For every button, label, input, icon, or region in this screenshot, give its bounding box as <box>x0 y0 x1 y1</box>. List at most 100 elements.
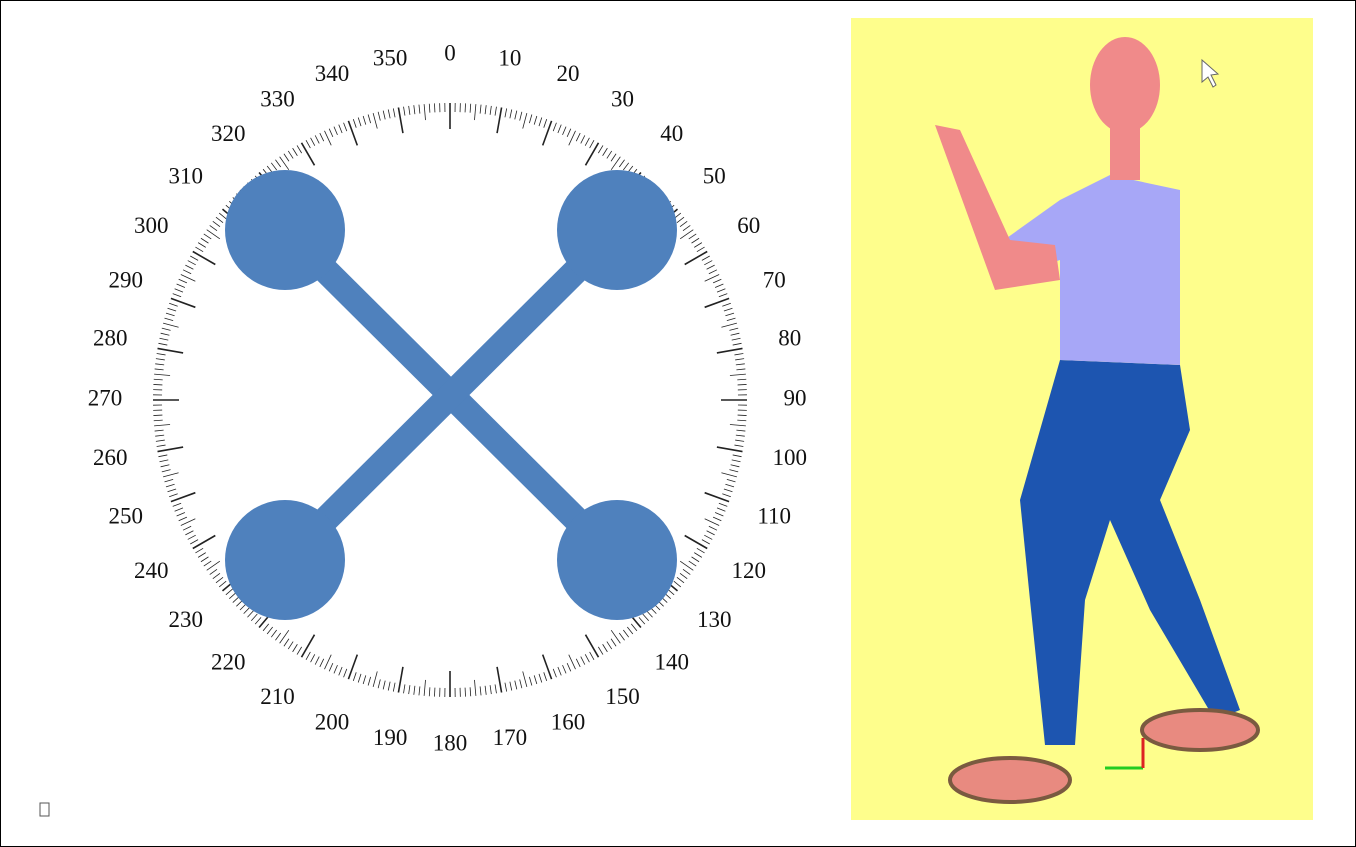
dial-tick <box>701 255 710 261</box>
dial-tick <box>362 675 367 685</box>
dial-tick <box>610 629 621 644</box>
dial-tick <box>178 278 188 284</box>
dial-tick <box>192 534 216 550</box>
dial-tick <box>157 446 184 453</box>
dial-label: 190 <box>373 725 408 750</box>
foot <box>1140 708 1260 752</box>
dial-tick <box>203 560 212 567</box>
dial-tick <box>718 293 728 298</box>
dial-tick <box>377 111 381 121</box>
dial-tick <box>200 237 209 244</box>
dial-tick <box>428 687 431 697</box>
dial-tick <box>279 629 290 644</box>
dial-tick <box>229 592 237 600</box>
dial-tick <box>167 488 177 493</box>
dial-tick <box>729 327 739 331</box>
dial-tick <box>716 507 726 512</box>
dial-tick <box>156 353 166 356</box>
dial-tick <box>367 114 372 124</box>
dial-tick <box>158 342 168 346</box>
dial-tick <box>170 491 196 503</box>
dial-tick <box>418 104 421 114</box>
dial-tick <box>557 124 562 134</box>
dial-tick <box>704 518 720 526</box>
dial-tick <box>203 233 212 240</box>
dial-label: 310 <box>168 164 203 189</box>
dial-tick <box>566 128 572 138</box>
dial-tick <box>676 576 685 584</box>
dial-tick <box>279 156 290 171</box>
dial-tick <box>684 534 708 550</box>
dial-tick <box>165 312 175 317</box>
dial-tick <box>212 220 221 227</box>
dial-label: 20 <box>556 61 579 86</box>
dial-tick <box>514 110 518 120</box>
dial-tick <box>597 145 604 154</box>
dial-label: 290 <box>109 267 144 292</box>
dial-tick <box>716 288 726 293</box>
dial-label: 270 <box>88 385 123 410</box>
dial-tick <box>679 573 688 580</box>
dial-tick <box>428 103 431 113</box>
dial-tick <box>704 260 713 266</box>
dial-tick <box>382 680 386 690</box>
dial-tick <box>197 552 206 558</box>
dial-tick <box>704 534 713 540</box>
dial-tick <box>333 126 338 136</box>
dial-tick <box>541 654 553 680</box>
dial-tick <box>215 216 224 224</box>
dial-tick <box>387 109 391 119</box>
dial-tick <box>618 632 625 641</box>
dial-tick <box>722 302 731 307</box>
dial-tick <box>155 434 165 437</box>
dial-tick <box>541 120 553 146</box>
dial-tick <box>504 108 508 118</box>
cross-bar <box>275 220 627 570</box>
dial-tick <box>630 623 638 632</box>
dial-tick <box>218 212 227 220</box>
foot <box>948 756 1072 804</box>
dial-tick <box>522 671 528 687</box>
dial-tick <box>575 132 581 142</box>
dial-tick <box>250 613 258 621</box>
dial-tick <box>170 297 196 309</box>
dial-tick <box>215 576 224 584</box>
dial-tick <box>701 539 710 545</box>
dial-tick <box>357 673 362 683</box>
dial-tick <box>568 654 576 670</box>
dial-tick <box>270 162 277 171</box>
dial-tick <box>172 502 182 507</box>
dial-tick <box>347 120 359 146</box>
dial-tick <box>504 682 508 692</box>
dial-label: 160 <box>551 709 586 734</box>
dial-tick <box>721 472 737 478</box>
dial-tick <box>212 573 221 580</box>
dial-tick <box>684 250 708 266</box>
dial-tick <box>730 332 740 336</box>
dial-tick <box>562 664 567 674</box>
dial-tick <box>185 264 194 270</box>
dial-tick <box>580 135 586 144</box>
dial-tick <box>552 122 557 132</box>
dial-tick <box>552 668 557 678</box>
dial-tick <box>180 274 196 282</box>
dial-tick <box>392 682 396 692</box>
dial-label: 330 <box>260 87 295 112</box>
dial-tick <box>347 654 359 680</box>
dial-tick <box>319 658 325 668</box>
dial-tick <box>688 233 697 240</box>
dial-tick <box>180 518 196 526</box>
knob <box>225 500 345 620</box>
dial-label: 280 <box>93 325 128 350</box>
dial-label: 170 <box>493 725 528 750</box>
dial-tick <box>679 560 694 571</box>
dial-tick <box>514 680 518 690</box>
dial-label: 120 <box>732 558 767 583</box>
dial-tick <box>735 358 745 361</box>
legs <box>1020 360 1240 745</box>
dial-tick <box>469 687 472 697</box>
dial-tick <box>732 342 742 346</box>
dial-tick <box>642 613 650 621</box>
dial-tick <box>584 142 600 166</box>
dial-tick <box>159 459 169 463</box>
